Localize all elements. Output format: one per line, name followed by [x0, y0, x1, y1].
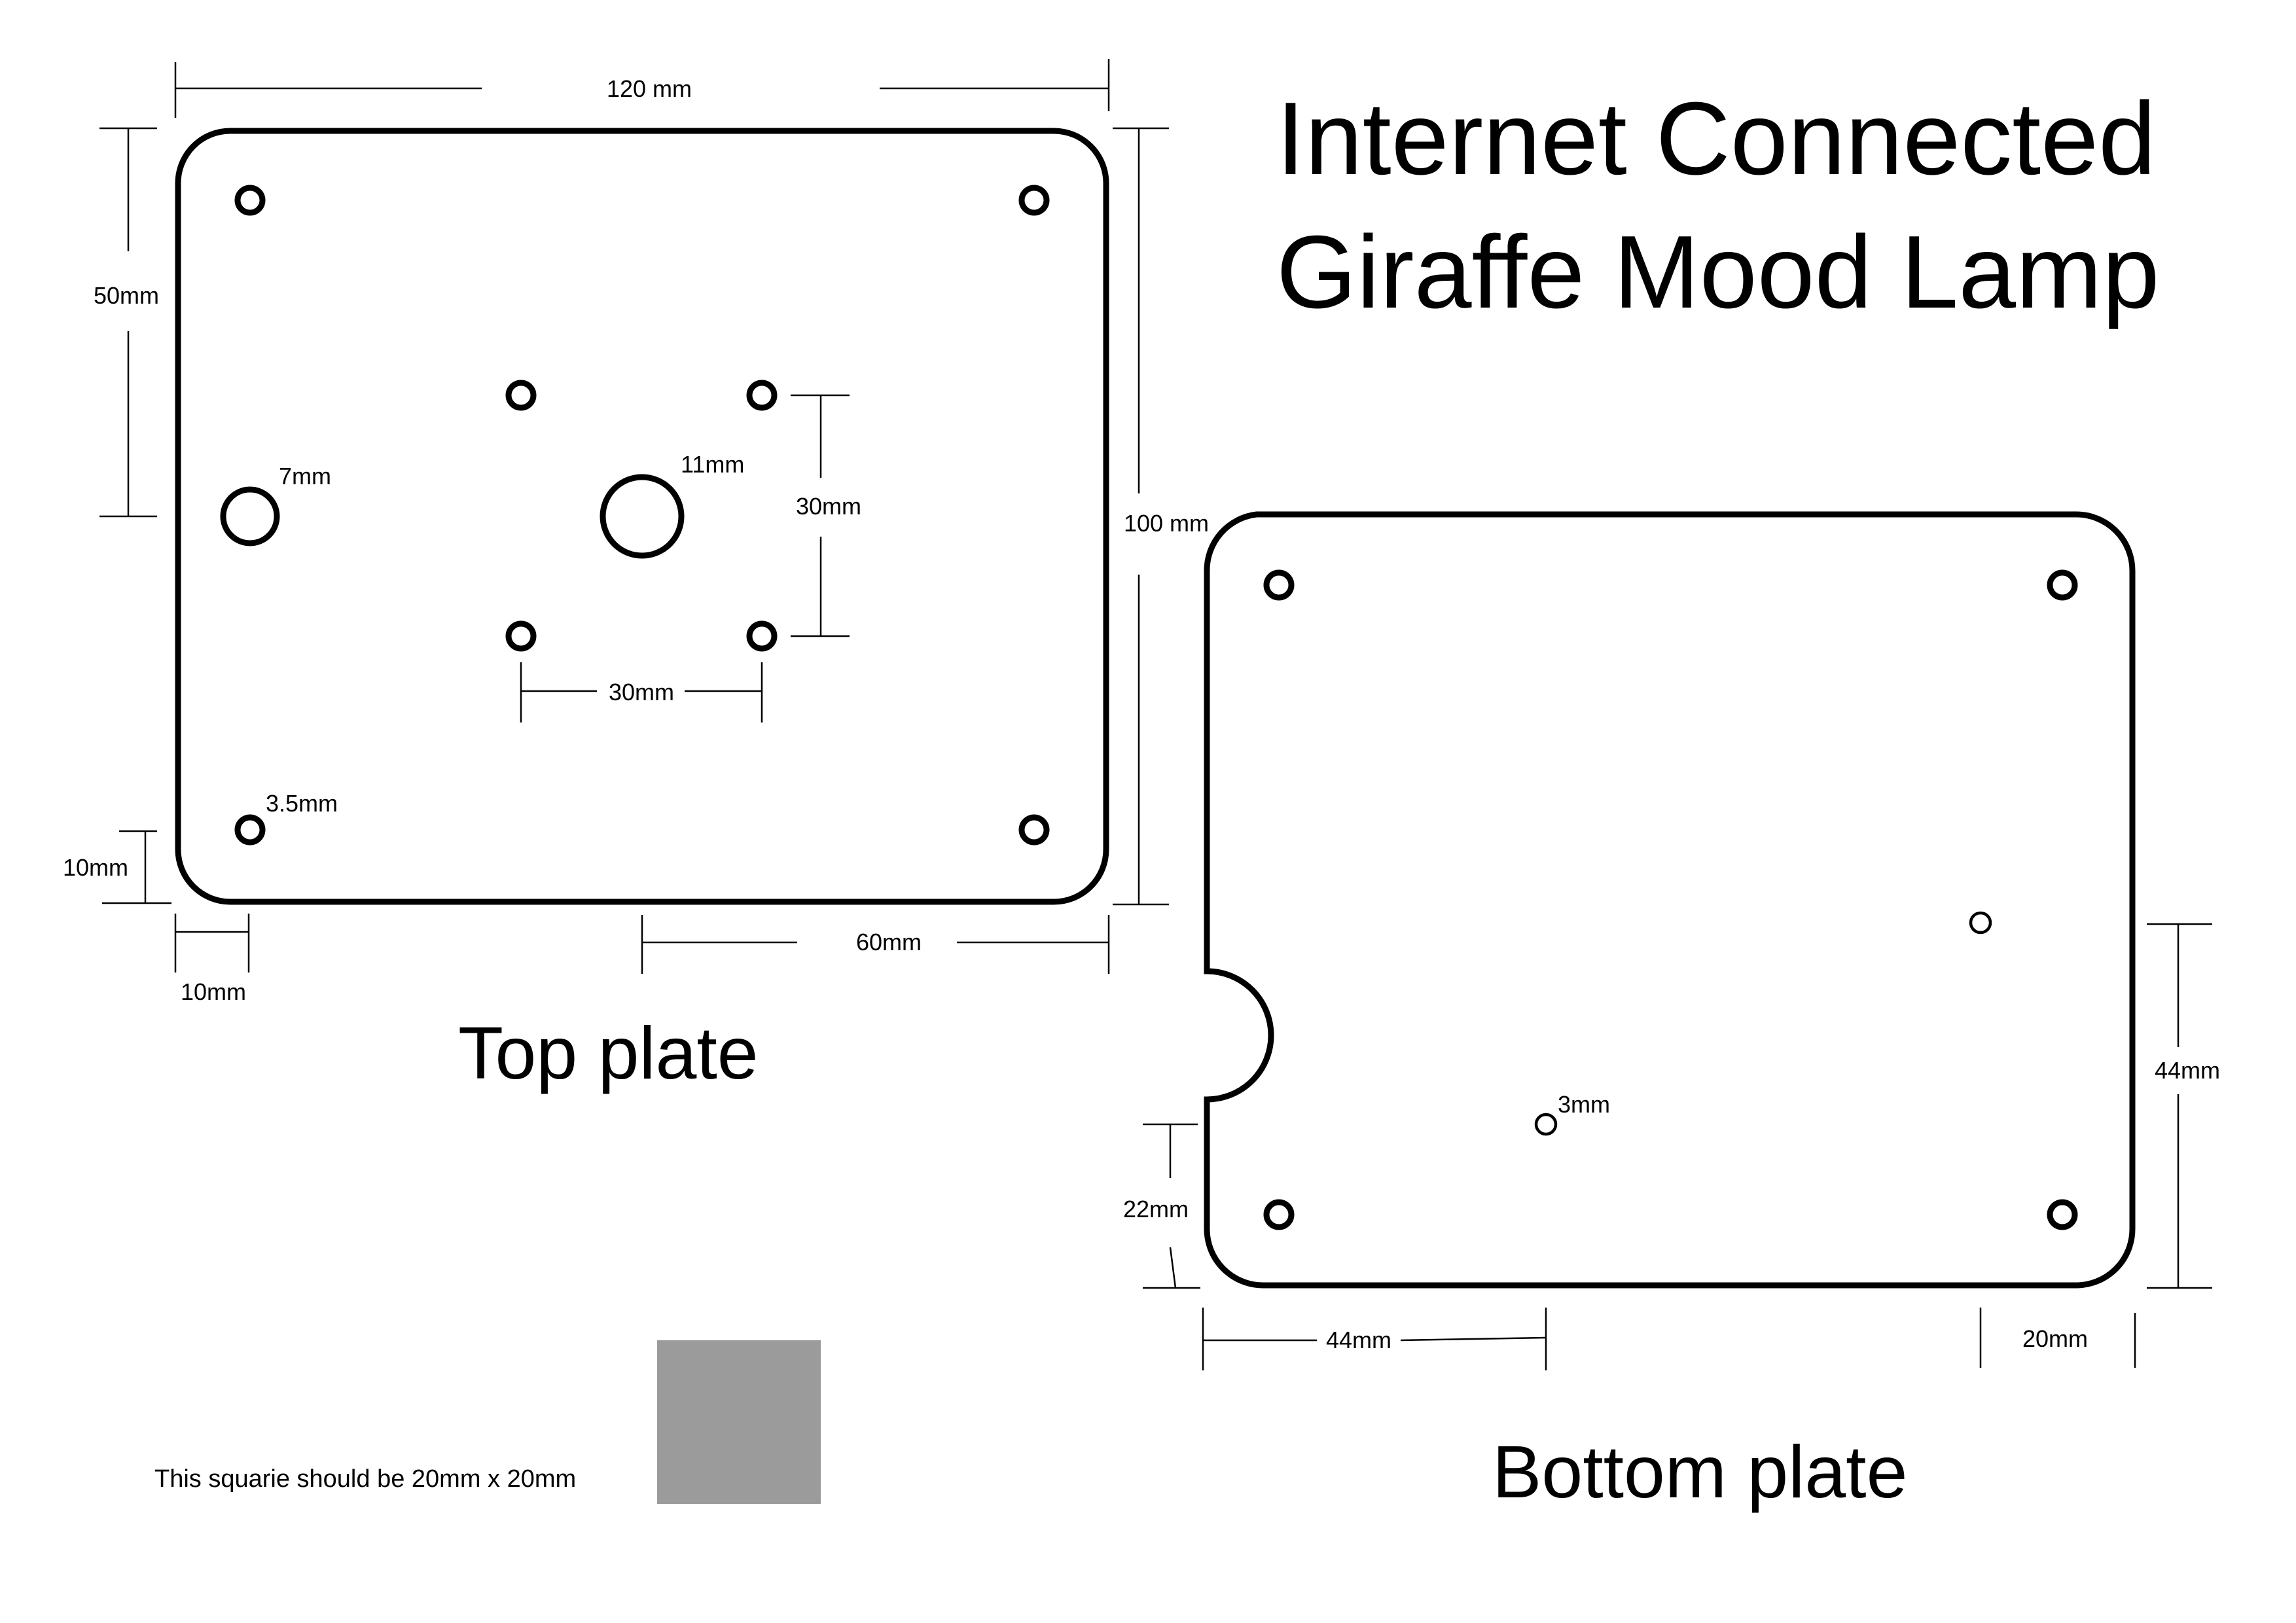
bottom-small-hole-right: [1971, 913, 1990, 933]
label-center-hole: 11mm: [681, 451, 744, 478]
dim-bottom-hole-height: 44mm: [2147, 924, 2220, 1288]
dim-label-right-offset: 20mm: [2022, 1325, 2088, 1352]
dim-label-center-offset: 60mm: [856, 929, 922, 955]
top-center-hole: [603, 477, 681, 556]
top-square-hole-tr: [749, 383, 774, 408]
dim-label-edge-y: 10mm: [63, 854, 128, 881]
top-square-hole-br: [749, 624, 774, 649]
dim-label-height: 100 mm: [1124, 510, 1209, 537]
bottom-corner-hole-bl: [1266, 1202, 1291, 1227]
calibration-note: This squarie should be 20mm x 20mm: [154, 1465, 576, 1493]
top-square-hole-bl: [509, 624, 533, 649]
dim-top-50: 50mm: [94, 128, 159, 516]
dim-label-hole-x: 44mm: [1326, 1327, 1391, 1353]
bottom-plate-label: Bottom plate: [1492, 1431, 1907, 1513]
top-corner-hole-br: [1022, 817, 1047, 842]
label-mount-hole: 3.5mm: [266, 790, 338, 817]
dim-label-edge-x: 10mm: [181, 978, 246, 1005]
top-plate: 120 mm 50mm 100 mm 30mm: [63, 59, 1209, 1094]
dim-label-width: 120 mm: [607, 75, 692, 102]
dim-label-square-h: 30mm: [609, 679, 674, 705]
dim-top-square-h: 30mm: [521, 662, 762, 722]
bottom-plate: 3mm 44mm 22mm 44mm: [1123, 514, 2220, 1513]
bottom-corner-hole-tr: [2050, 573, 2075, 597]
top-square-hole-tl: [509, 383, 533, 408]
top-plate-label: Top plate: [458, 1012, 759, 1094]
title-line-1: Internet Connected: [1276, 81, 2156, 196]
dim-bottom-right-offset: 20mm: [1981, 1308, 2135, 1368]
dim-label-square-v: 30mm: [796, 493, 861, 520]
dim-label-notch-offset: 22mm: [1123, 1196, 1189, 1222]
dim-top-square-v: 30mm: [791, 395, 861, 636]
dim-bottom-hole-x: 44mm: [1203, 1308, 1546, 1370]
dim-top-edge-y: 10mm: [63, 831, 171, 903]
top-corner-hole-bl: [238, 817, 262, 842]
dim-top-height: 100 mm: [1113, 128, 1209, 904]
bottom-plate-outline: [1207, 514, 2132, 1285]
bottom-corner-hole-tl: [1266, 573, 1291, 597]
dim-top-edge-x: 10mm: [175, 914, 249, 1005]
bottom-small-hole-center: [1536, 1115, 1556, 1134]
bottom-corner-hole-br: [2050, 1202, 2075, 1227]
calibration-swatch: [657, 1340, 821, 1504]
label-small-hole: 3mm: [1558, 1091, 1610, 1118]
top-left-large-hole: [223, 490, 277, 543]
top-corner-hole-tl: [238, 188, 262, 213]
dim-top-center-offset: 60mm: [642, 915, 1109, 974]
top-corner-hole-tr: [1022, 188, 1047, 213]
dim-label-hole-height: 44mm: [2155, 1057, 2220, 1084]
dim-label-50: 50mm: [94, 282, 159, 309]
title-line-2: Giraffe Mood Lamp: [1276, 215, 2160, 330]
dim-bottom-notch-offset: 22mm: [1123, 1124, 1200, 1288]
dim-top-width: 120 mm: [175, 59, 1109, 118]
label-left-hole: 7mm: [279, 463, 331, 490]
